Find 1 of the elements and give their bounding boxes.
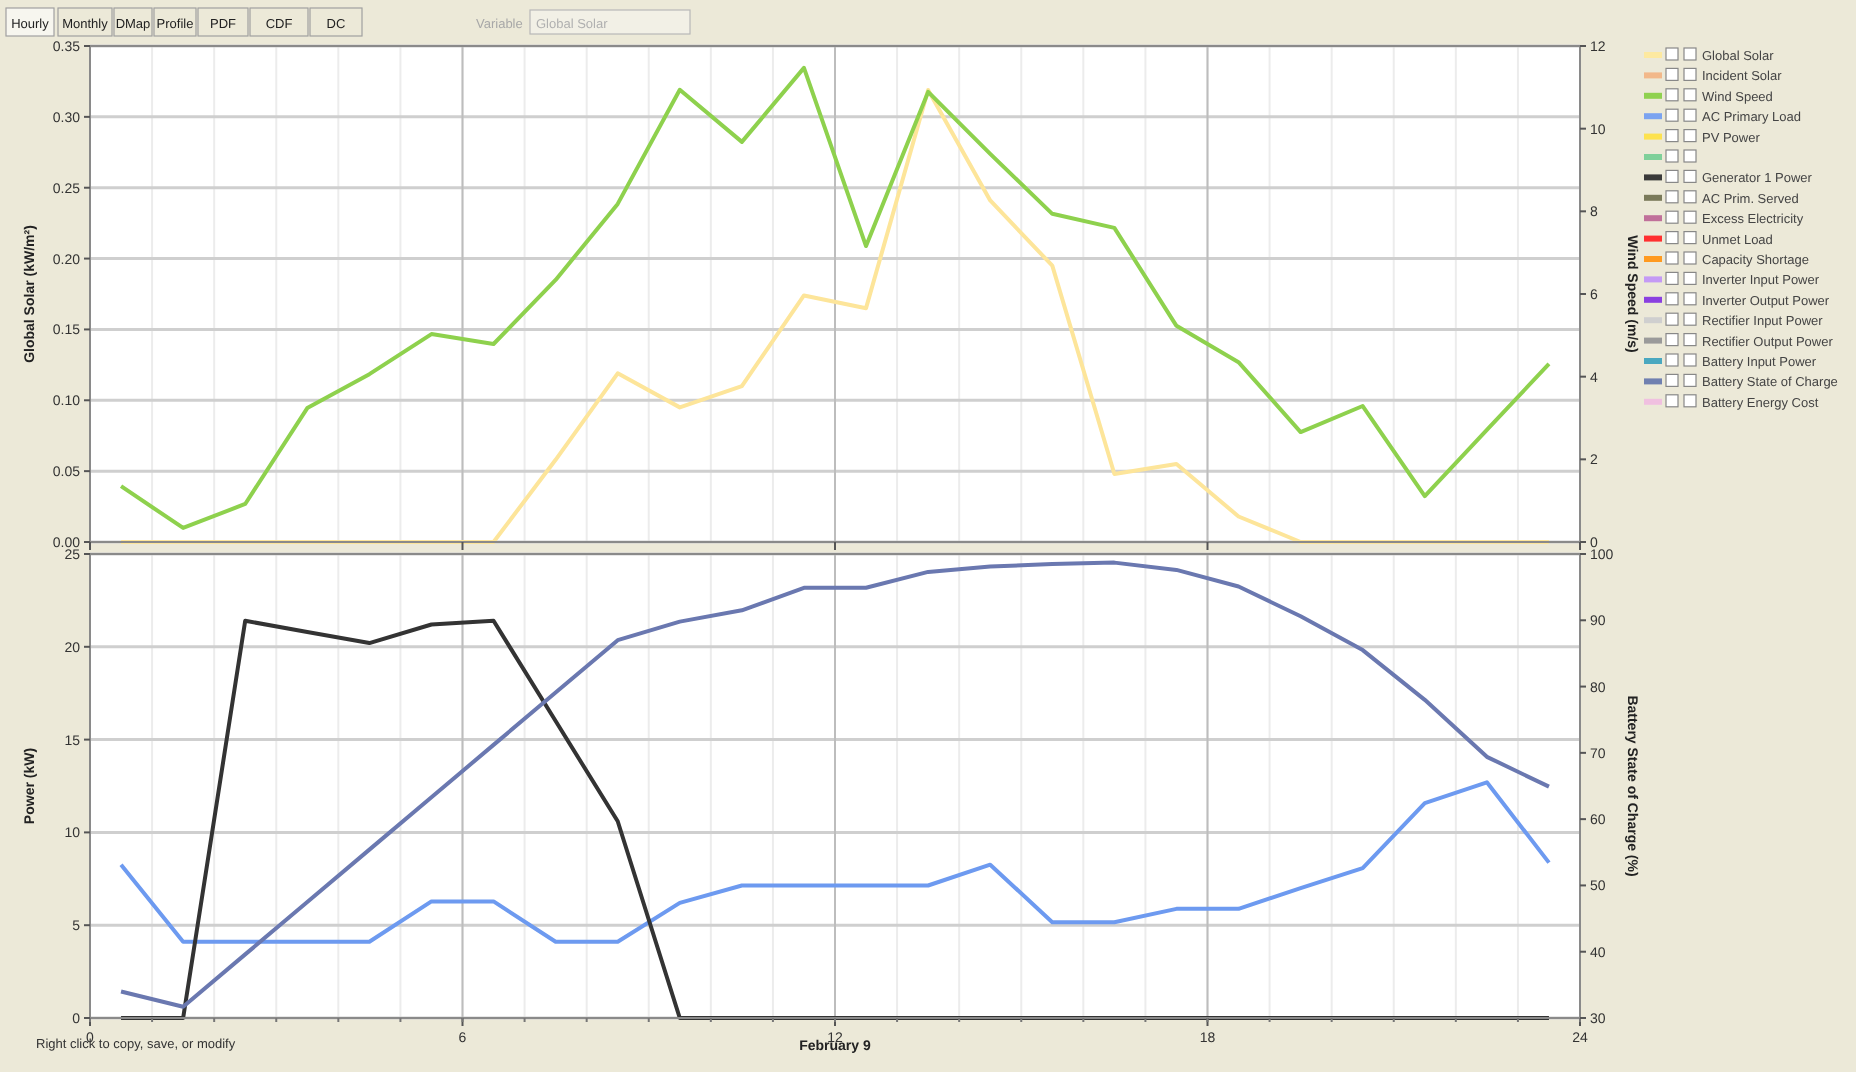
line-series — [119, 780, 1551, 944]
